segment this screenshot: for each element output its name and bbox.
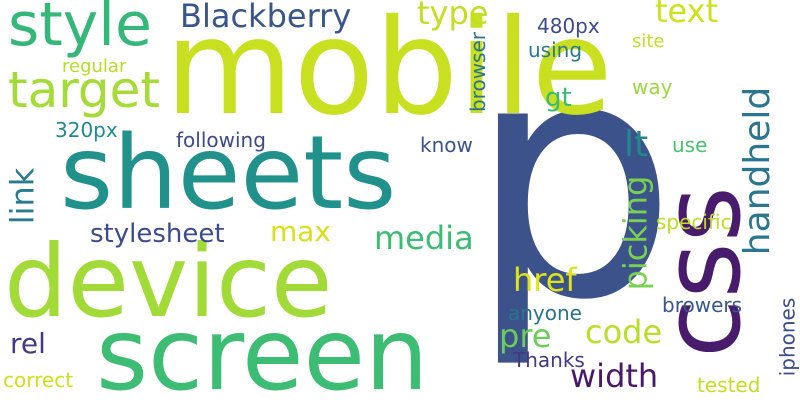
word-browser: browser xyxy=(466,31,491,113)
word-way: way xyxy=(632,75,673,99)
word-style: style xyxy=(8,0,152,60)
word-pre: pre xyxy=(499,317,552,355)
word-href: href xyxy=(513,261,577,299)
word-iphones: iphones xyxy=(775,297,800,377)
word-sheets: sheets xyxy=(60,114,397,233)
word-device: device xyxy=(4,223,333,340)
word-tested: tested xyxy=(697,373,761,397)
word-rel: rel xyxy=(10,327,46,360)
word-anyone: anyone xyxy=(508,301,582,325)
word-use: use xyxy=(672,133,708,157)
word-type: type xyxy=(417,0,489,32)
word-480px: 480px xyxy=(537,14,600,38)
word-correct: correct xyxy=(3,368,74,392)
word-screen: screen xyxy=(96,296,429,400)
word-width: width xyxy=(570,357,659,395)
word-regular: regular xyxy=(62,56,127,77)
word-blackberry: Blackberry xyxy=(180,0,352,35)
word-gt: gt xyxy=(545,83,572,113)
word-link: link xyxy=(3,167,42,225)
word-thanks: Thanks xyxy=(513,348,585,372)
word-p: p xyxy=(468,0,678,372)
word-using: using xyxy=(528,38,583,62)
word-code: code xyxy=(585,313,663,351)
word-lt: lt xyxy=(624,124,649,165)
word-site: site xyxy=(632,31,665,52)
word-specific: specific xyxy=(656,210,732,234)
word-media: media xyxy=(374,219,474,257)
word-stylesheet: stylesheet xyxy=(90,219,225,249)
word-max: max xyxy=(270,215,332,248)
word-picking: picking xyxy=(616,175,655,291)
word-target: target xyxy=(8,61,161,119)
word-320px: 320px xyxy=(55,118,118,142)
word-browers: browers xyxy=(662,293,743,317)
word-text: text xyxy=(655,0,719,30)
word-handheld: handheld xyxy=(737,86,779,256)
word-know: know xyxy=(420,133,473,157)
word-following: following xyxy=(176,128,266,152)
word-mobile: mobile xyxy=(165,0,613,145)
